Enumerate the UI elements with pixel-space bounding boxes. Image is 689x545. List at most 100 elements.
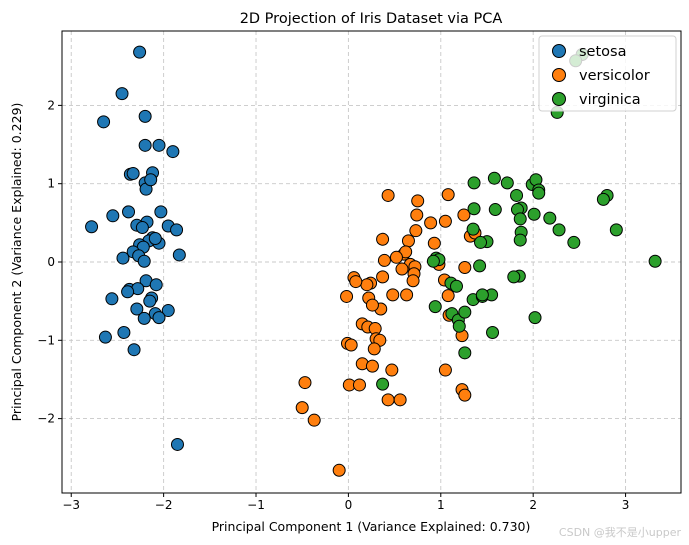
- point-versicolor: [365, 359, 379, 373]
- point-versicolor: [441, 188, 455, 202]
- point-virginica: [474, 235, 488, 249]
- point-virginica: [648, 254, 662, 268]
- point-setosa: [133, 45, 147, 59]
- point-versicolor: [427, 236, 441, 250]
- point-virginica: [552, 223, 566, 237]
- point-setosa: [161, 304, 175, 318]
- legend-label-setosa: setosa: [579, 44, 626, 60]
- point-setosa: [149, 278, 163, 292]
- legend: setosa versicolor virginica: [538, 35, 677, 112]
- point-versicolor: [298, 376, 312, 390]
- point-setosa: [137, 254, 151, 268]
- point-virginica: [475, 288, 489, 302]
- point-versicolor: [367, 342, 381, 356]
- legend-frame: [538, 35, 677, 112]
- point-versicolor: [438, 363, 452, 377]
- point-versicolor: [340, 289, 354, 303]
- point-versicolor: [365, 298, 379, 312]
- point-versicolor: [389, 250, 403, 264]
- point-virginica: [567, 235, 581, 249]
- watermark: CSDN @我不是小upper: [559, 526, 682, 539]
- point-virginica: [449, 279, 463, 293]
- point-virginica: [507, 270, 521, 284]
- y-tick-label: 1: [47, 177, 55, 191]
- point-virginica: [428, 300, 442, 314]
- point-setosa: [116, 251, 130, 265]
- y-tick-label: 0: [47, 255, 55, 269]
- point-setosa: [121, 285, 135, 299]
- point-setosa: [127, 343, 141, 357]
- point-virginica: [458, 346, 472, 360]
- point-setosa: [138, 109, 152, 123]
- point-setosa: [148, 232, 162, 246]
- point-versicolor: [393, 393, 407, 407]
- point-setosa: [170, 437, 184, 451]
- point-versicolor: [381, 393, 395, 407]
- point-virginica: [596, 192, 610, 206]
- point-versicolor: [409, 224, 423, 238]
- point-setosa: [152, 138, 166, 152]
- x-tick-label: −2: [155, 498, 173, 512]
- point-virginica: [513, 212, 527, 226]
- point-virginica: [466, 222, 480, 236]
- point-versicolor: [438, 214, 452, 228]
- point-versicolor: [406, 274, 420, 288]
- point-versicolor: [441, 289, 455, 303]
- point-virginica: [467, 202, 481, 216]
- point-versicolor: [376, 232, 390, 246]
- point-virginica: [513, 233, 527, 247]
- point-versicolor: [458, 388, 472, 402]
- point-setosa: [126, 167, 140, 181]
- legend-label-virginica: virginica: [579, 92, 641, 108]
- point-versicolor: [377, 253, 391, 267]
- data-points: [85, 45, 662, 477]
- point-setosa: [172, 248, 186, 262]
- point-setosa: [130, 302, 144, 316]
- x-tick-label: −1: [247, 498, 265, 512]
- x-tick-label: 2: [529, 498, 537, 512]
- legend-label-versicolor: versicolor: [579, 68, 650, 84]
- point-setosa: [117, 325, 131, 339]
- point-setosa: [98, 330, 112, 344]
- point-setosa: [85, 220, 99, 234]
- point-virginica: [527, 207, 541, 221]
- point-setosa: [144, 173, 158, 187]
- legend-marker-virginica: [552, 92, 566, 106]
- point-setosa: [138, 138, 152, 152]
- point-versicolor: [332, 463, 346, 477]
- point-setosa: [135, 221, 149, 235]
- axis-ticks: −3 −2 −1 0 1 2 3 −2 −1 0 1 2: [37, 98, 629, 512]
- point-setosa: [154, 205, 168, 219]
- x-tick-label: −3: [62, 498, 80, 512]
- chart-title: 2D Projection of Iris Dataset via PCA: [240, 11, 503, 27]
- point-versicolor: [295, 401, 309, 415]
- point-virginica: [486, 325, 500, 339]
- point-virginica: [609, 223, 623, 237]
- point-virginica: [458, 305, 472, 319]
- point-setosa: [143, 294, 157, 308]
- legend-marker-setosa: [552, 44, 566, 58]
- legend-marker-versicolor: [552, 68, 566, 82]
- point-versicolor: [411, 194, 425, 208]
- x-axis-label: Principal Component 1 (Variance Explaine…: [212, 519, 531, 534]
- point-setosa: [105, 292, 119, 306]
- point-setosa: [152, 311, 166, 325]
- y-axis-label: Principal Component 2 (Variance Explaine…: [9, 103, 24, 422]
- point-versicolor: [424, 216, 438, 230]
- point-versicolor: [410, 208, 424, 222]
- point-versicolor: [458, 260, 472, 274]
- point-versicolor: [349, 275, 363, 289]
- point-setosa: [166, 145, 180, 159]
- point-versicolor: [376, 270, 390, 284]
- point-versicolor: [381, 188, 395, 202]
- point-versicolor: [386, 288, 400, 302]
- point-versicolor: [344, 338, 358, 352]
- point-versicolor: [385, 363, 399, 377]
- point-virginica: [510, 188, 524, 202]
- x-tick-label: 0: [345, 498, 353, 512]
- point-virginica: [488, 203, 502, 217]
- point-virginica: [376, 377, 390, 391]
- point-virginica: [528, 311, 542, 325]
- point-virginica: [467, 176, 481, 190]
